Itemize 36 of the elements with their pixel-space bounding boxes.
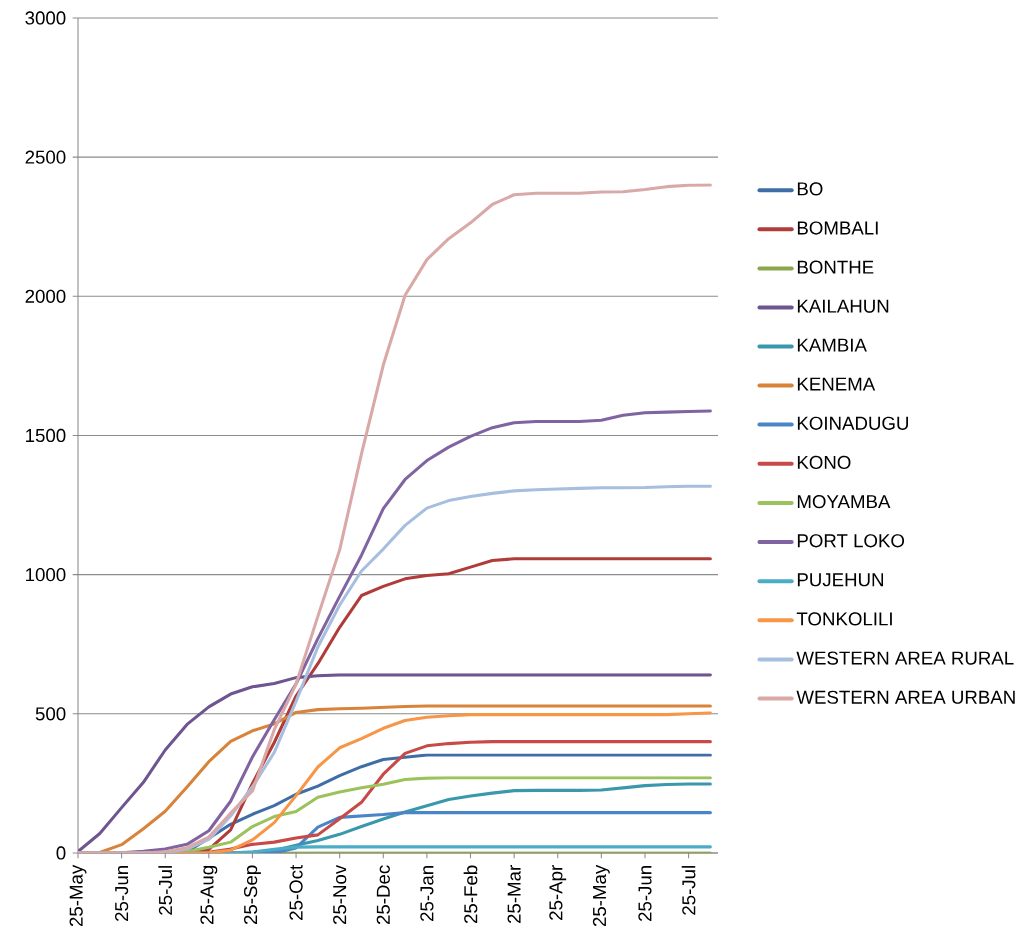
x-tick-label: 25-Apr — [549, 865, 567, 920]
x-tick-label: 25-Nov — [333, 864, 347, 925]
x-tick-label: 25-May — [69, 864, 87, 927]
x-tick-label: 25-Aug — [200, 866, 218, 925]
y-tick-label: 1500 — [26, 428, 66, 443]
x-tick-label: 25-Feb — [463, 865, 478, 924]
x-tick-label: 25-May — [592, 864, 610, 927]
x-tick-label: 25-Mar — [507, 865, 521, 923]
legend-label: WESTERN AREA URBAN — [796, 690, 1015, 704]
x-tick-label: 25-Jul — [681, 866, 696, 915]
legend-label: KENEMA — [797, 377, 876, 391]
y-tick-label: 2000 — [25, 289, 66, 303]
legend-label: BO — [797, 182, 823, 196]
x-tick-label: 25-Jan — [420, 866, 434, 921]
legend-label: PUJEHUN — [797, 573, 884, 587]
x-tick-label: 25-Oct — [289, 864, 303, 920]
legend-label: KAMBIA — [797, 338, 867, 352]
legend-label: KONO — [797, 455, 851, 470]
y-tick-label: 3000 — [25, 11, 66, 25]
legend-label: KAILAHUN — [797, 299, 889, 313]
legend-label: KOINADUGU — [797, 416, 908, 430]
x-tick-label: 25-Jun — [638, 866, 652, 921]
y-tick-label: 1000 — [26, 568, 66, 582]
legend-label: MOYAMBA — [797, 494, 891, 509]
x-tick-label: 25-Jun — [114, 866, 129, 921]
x-tick-label: 25-Sep — [243, 865, 261, 925]
x-tick-label: 25-Dec — [376, 865, 390, 925]
y-tick-label: 500 — [35, 707, 66, 721]
x-tick-label: 25-Jul — [158, 866, 173, 915]
legend-label: BONTHE — [797, 260, 874, 274]
legend-label: BOMBALI — [797, 221, 878, 235]
legend-label: WESTERN AREA RURAL — [796, 651, 1014, 665]
legend-label: PORT LOKO — [797, 534, 905, 548]
y-tick-label: 0 — [56, 846, 66, 860]
legend-label: TONKOLILI — [796, 612, 892, 626]
y-tick-label: 2500 — [25, 150, 66, 164]
